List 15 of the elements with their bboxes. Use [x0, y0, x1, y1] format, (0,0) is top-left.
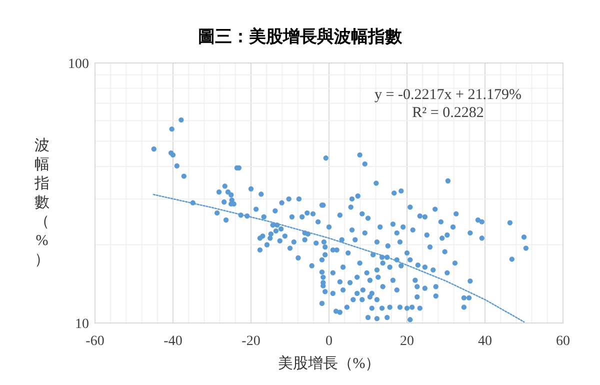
x-tick-label: 0	[326, 334, 332, 349]
y-tick-label: 100	[68, 57, 89, 72]
x-tick-label: -40	[164, 334, 182, 349]
y-axis-title: 波幅指數（%）	[34, 137, 50, 268]
line-series	[152, 194, 525, 323]
x-tick-label: 60	[556, 334, 570, 349]
y-tick-label: 10	[75, 317, 89, 332]
chart-title: 圖三：美股增長與波幅指數	[198, 27, 403, 46]
annotation: y = -0.2217x + 21.179%	[374, 87, 522, 103]
x-axis-title: 美股增長（%）	[278, 355, 380, 372]
x-tick-label: -20	[242, 334, 260, 349]
x-tick-label: -60	[86, 334, 104, 349]
annotation: R² = 0.2282	[412, 105, 484, 121]
x-tick-label: 20	[400, 334, 414, 349]
x-tick-label: 40	[478, 334, 492, 349]
